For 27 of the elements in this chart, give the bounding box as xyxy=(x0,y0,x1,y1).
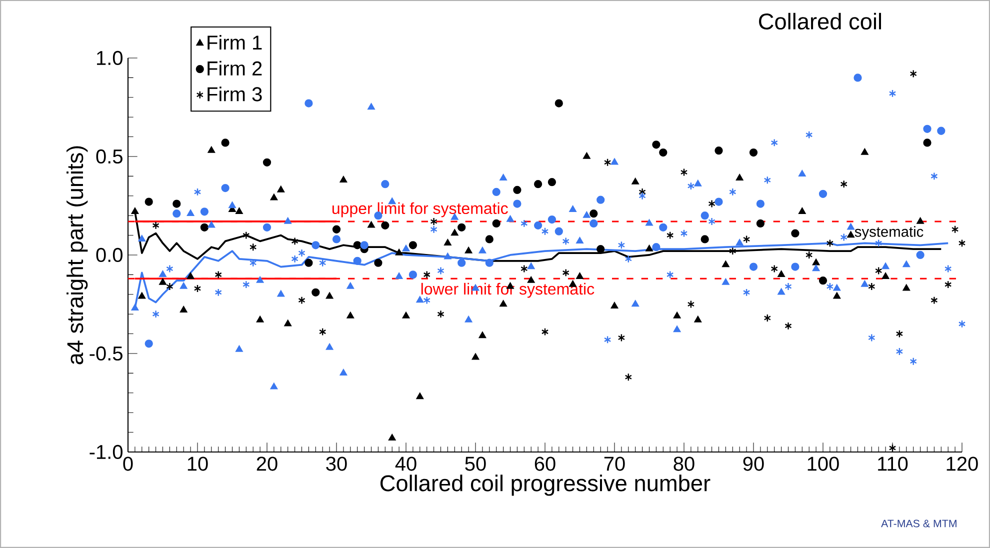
y-tick-label: 0.0 xyxy=(96,248,122,262)
x-tick-label: 30 xyxy=(326,456,347,471)
text: AT-MAS & MTM xyxy=(881,520,956,528)
y-tick-label: 0.5 xyxy=(96,149,122,164)
y-axis-title: a4 straight part (units) xyxy=(66,146,88,364)
x-tick-label: 10 xyxy=(188,456,208,471)
x-tick-label: 100 xyxy=(808,456,839,471)
x-tick-label: 70 xyxy=(604,456,625,471)
legend-label: Firm 3 xyxy=(208,86,262,102)
x-tick-label: 50 xyxy=(465,456,486,471)
legend-label: Firm 1 xyxy=(208,35,262,50)
y-tick-label: -1.0 xyxy=(90,444,122,460)
x-tick-label: 120 xyxy=(946,456,978,471)
x-tick-label: 0 xyxy=(123,456,133,471)
y-tick-label: 1.0 xyxy=(97,50,122,66)
x-tick-label: 90 xyxy=(743,456,764,471)
x-tick-label: 60 xyxy=(534,456,556,471)
x-tick-label: 40 xyxy=(395,456,416,471)
y-tick-label: -0.5 xyxy=(90,346,122,361)
x-tick-label: 110 xyxy=(878,456,908,471)
chart-title: Collared coil xyxy=(759,12,882,30)
x-axis-title: Collared coil progressive number xyxy=(380,474,710,496)
legend-label: Firm 2 xyxy=(208,60,262,76)
x-tick-label: 20 xyxy=(256,456,278,471)
x-tick-label: 80 xyxy=(674,456,694,471)
ref-line-label: upper limit for systematic xyxy=(332,202,508,218)
annotation: systematic xyxy=(854,226,924,240)
